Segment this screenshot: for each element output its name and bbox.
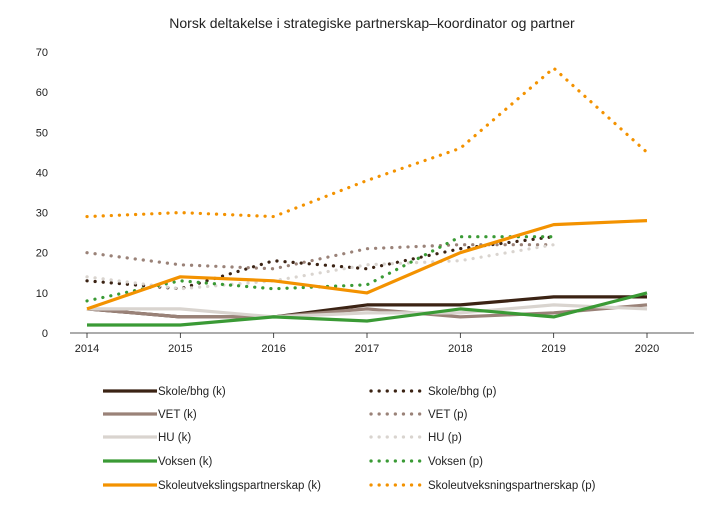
legend-label-p2: HU (p) <box>428 432 462 444</box>
x-tick-label: 2019 <box>541 343 565 355</box>
y-tick-label: 0 <box>42 328 48 340</box>
series-layer <box>85 66 649 327</box>
y-tick-label: 10 <box>36 288 48 300</box>
legend-label-p4: Skoleutveksningspartnerskap (p) <box>428 480 596 492</box>
series-line-5 <box>85 243 556 291</box>
x-tick-label: 2015 <box>168 343 192 355</box>
x-tick-label: 2016 <box>261 343 285 355</box>
series-line-3 <box>85 243 556 271</box>
series-line-4 <box>87 303 648 319</box>
series-line-2 <box>86 303 648 319</box>
x-tick-label: 2017 <box>355 343 379 355</box>
series-line-9 <box>85 66 649 219</box>
legend-label-p0: Skole/bhg (p) <box>428 386 497 398</box>
series-line-8 <box>86 219 648 311</box>
legend: Skole/bhg (k) VET (k) HU (k) Voksen (k) Skol… <box>103 386 596 492</box>
y-tick-label: 50 <box>36 127 48 139</box>
legend-label-k2: HU (k) <box>158 432 191 444</box>
legend-label-k1: VET (k) <box>158 409 197 421</box>
legend-label-k0: Skole/bhg (k) <box>158 386 226 398</box>
legend-label-p1: VET (p) <box>428 409 468 421</box>
y-tick-label: 20 <box>36 248 48 260</box>
legend-label-k3: Voksen (k) <box>158 456 212 468</box>
axes: 0 10 20 30 40 50 60 70 2014 2015 2016 2017 2018 2019 2… <box>36 47 694 355</box>
x-tick-label: 2020 <box>635 343 659 355</box>
y-tick-label: 30 <box>36 208 48 220</box>
legend-label-p3: Voksen (p) <box>428 456 483 468</box>
series-line-6 <box>87 291 648 327</box>
y-tick-label: 70 <box>36 47 48 59</box>
x-tick-label: 2018 <box>448 343 472 355</box>
y-tick-label: 60 <box>36 87 48 99</box>
x-tick-label: 2014 <box>75 343 99 355</box>
y-tick-label: 40 <box>36 167 48 179</box>
chart-title: Norsk deltakelse i strategiske partnersk… <box>169 15 575 31</box>
legend-label-k4: Skoleutvekslingspartnerskap (k) <box>158 480 321 492</box>
